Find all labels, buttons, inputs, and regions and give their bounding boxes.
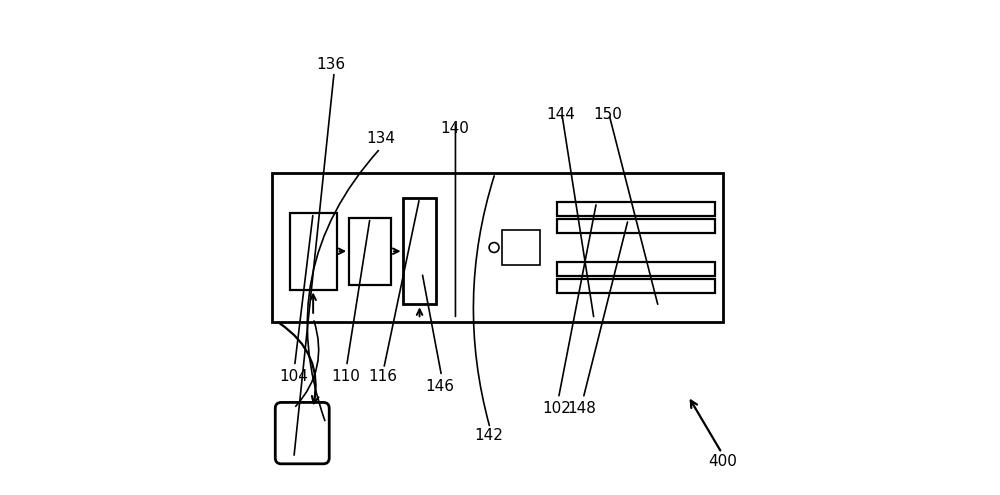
FancyBboxPatch shape [290,213,337,290]
Text: 150: 150 [593,107,622,122]
FancyBboxPatch shape [502,230,540,265]
Text: 116: 116 [368,369,397,384]
Text: 134: 134 [367,131,396,146]
FancyBboxPatch shape [349,218,391,285]
Text: 104: 104 [279,369,308,384]
FancyBboxPatch shape [403,198,436,304]
Text: 136: 136 [316,57,345,72]
Text: 110: 110 [331,369,360,384]
FancyBboxPatch shape [557,202,715,216]
Text: 400: 400 [708,454,737,469]
Text: 148: 148 [567,401,596,416]
Text: 140: 140 [440,121,469,136]
Text: 144: 144 [546,107,575,122]
Text: 142: 142 [475,428,504,443]
FancyBboxPatch shape [557,262,715,276]
Text: 146: 146 [425,379,454,394]
FancyBboxPatch shape [557,219,715,234]
FancyBboxPatch shape [275,402,329,464]
FancyBboxPatch shape [557,279,715,293]
FancyBboxPatch shape [272,173,723,322]
Text: 102: 102 [542,401,571,416]
